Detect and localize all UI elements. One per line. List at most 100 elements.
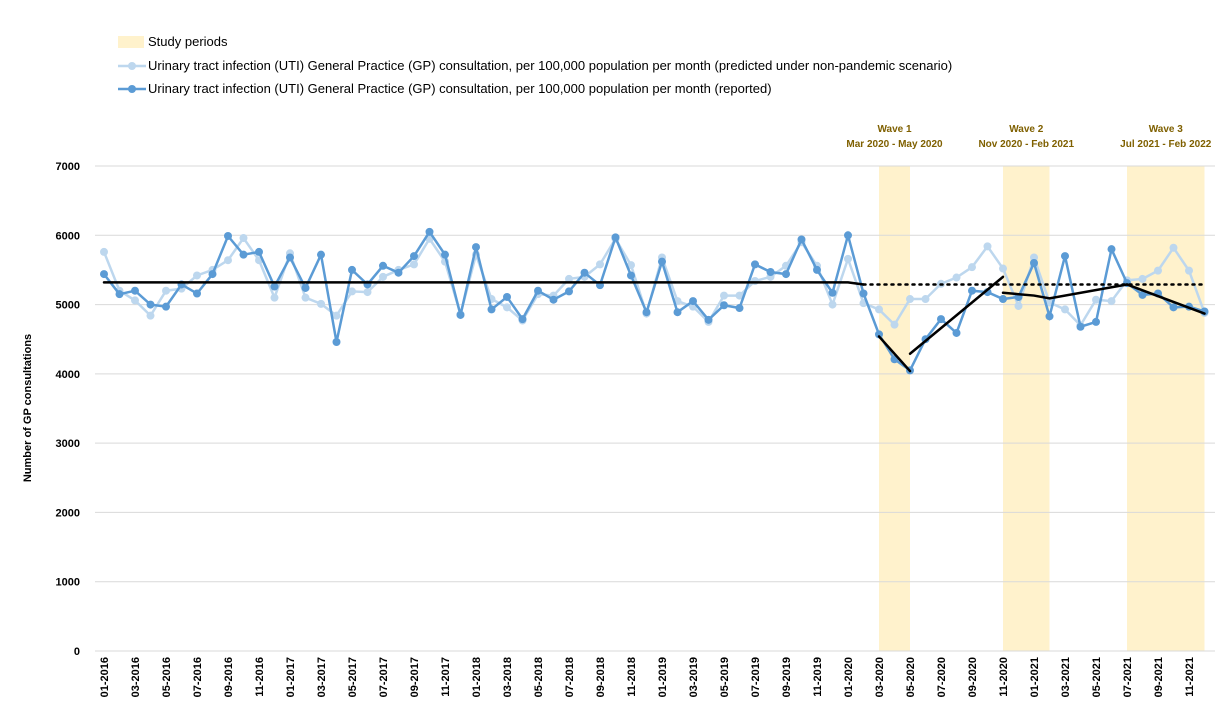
series-marker xyxy=(1154,266,1162,275)
series-marker xyxy=(952,328,961,337)
series-marker xyxy=(317,299,325,308)
chart-title: month xyxy=(0,0,61,3)
series-marker xyxy=(1092,295,1100,304)
series-marker xyxy=(627,261,635,270)
series-marker xyxy=(224,231,232,240)
legend-label: Urinary tract infection (UTI) General Pr… xyxy=(148,81,772,96)
series-marker xyxy=(1061,252,1069,261)
x-tick-label: 05-2018 xyxy=(533,657,545,697)
series-marker xyxy=(162,286,170,295)
y-tick-label: 7000 xyxy=(56,161,80,173)
legend-marker xyxy=(128,85,136,93)
series-marker xyxy=(999,295,1007,304)
series-marker xyxy=(456,310,465,319)
series-marker xyxy=(1185,266,1193,275)
x-tick-label: 03-2021 xyxy=(1060,657,1072,697)
y-tick-label: 4000 xyxy=(56,369,80,381)
x-tick-label: 05-2017 xyxy=(347,657,359,697)
series-marker xyxy=(859,289,868,298)
series-marker xyxy=(1107,297,1116,306)
trend-line xyxy=(102,281,865,286)
series-marker xyxy=(1045,312,1054,321)
series-marker xyxy=(286,253,294,262)
trend-line xyxy=(908,275,1005,356)
series-marker xyxy=(503,303,511,312)
series-marker xyxy=(999,264,1007,273)
series-marker xyxy=(580,268,589,277)
series-marker xyxy=(441,250,449,259)
series-marker xyxy=(1107,245,1116,254)
series-marker xyxy=(255,247,263,256)
x-tick-label: 11-2018 xyxy=(626,657,638,697)
x-tick-label: 01-2021 xyxy=(1029,657,1041,697)
series-marker xyxy=(844,231,852,240)
series-marker xyxy=(565,287,573,296)
x-tick-label: 09-2020 xyxy=(967,657,979,697)
x-tick-label: 11-2021 xyxy=(1184,657,1196,697)
x-tick-label: 09-2018 xyxy=(595,657,607,697)
series-marker xyxy=(828,288,837,297)
study-period-label: Wave 2 xyxy=(1009,124,1044,135)
legend-label: Urinary tract infection (UTI) General Pr… xyxy=(148,58,952,73)
series-marker xyxy=(1169,303,1178,312)
trend-line xyxy=(877,335,912,373)
x-tick-label: 05-2020 xyxy=(905,657,917,697)
series-marker xyxy=(1014,301,1023,310)
series-marker xyxy=(348,287,356,296)
series-marker xyxy=(301,283,310,292)
series-marker xyxy=(968,263,976,272)
series-marker xyxy=(131,286,139,295)
series-marker xyxy=(627,271,635,280)
series-marker xyxy=(968,286,976,295)
series-marker xyxy=(379,261,387,270)
series-marker xyxy=(983,242,992,251)
x-tick-label: 07-2020 xyxy=(936,657,948,697)
series-marker xyxy=(425,227,434,236)
series-marker xyxy=(239,234,248,243)
y-tick-label: 3000 xyxy=(56,438,80,450)
x-tick-label: 05-2016 xyxy=(161,657,173,697)
series-marker xyxy=(735,291,744,300)
series-marker xyxy=(301,293,310,302)
series-marker xyxy=(937,315,945,324)
y-axis-label: Number of GP consultations xyxy=(22,334,34,482)
series-marker xyxy=(1092,317,1100,326)
legend-label: Study periods xyxy=(148,34,228,49)
series-marker xyxy=(673,308,682,317)
series-marker xyxy=(518,315,527,324)
x-tick-label: 09-2019 xyxy=(781,657,793,697)
series-marker xyxy=(766,268,775,277)
series-marker xyxy=(270,282,279,291)
x-tick-label: 03-2018 xyxy=(502,657,514,697)
x-tick-label: 03-2019 xyxy=(688,657,700,697)
series-marker xyxy=(689,297,697,306)
series-marker xyxy=(1138,274,1147,283)
series-marker xyxy=(735,304,744,313)
series-marker xyxy=(332,311,341,320)
series-marker xyxy=(1061,305,1069,314)
x-tick-label: 05-2021 xyxy=(1091,657,1103,697)
x-tick-label: 09-2017 xyxy=(409,657,421,697)
series-marker xyxy=(239,250,248,259)
series-marker xyxy=(146,311,155,320)
x-tick-label: 01-2017 xyxy=(285,657,297,697)
x-tick-label: 11-2017 xyxy=(440,657,452,697)
x-tick-label: 01-2019 xyxy=(657,657,669,697)
series-marker xyxy=(875,330,883,339)
series-marker xyxy=(658,257,666,266)
x-tick-label: 07-2021 xyxy=(1122,657,1134,697)
study-period-band xyxy=(1003,166,1050,651)
series-marker xyxy=(611,233,620,242)
series-marker xyxy=(782,270,790,279)
y-tick-label: 0 xyxy=(74,646,80,658)
series-marker xyxy=(704,315,713,324)
series-marker xyxy=(751,277,759,286)
series-marker xyxy=(952,273,961,282)
series-marker xyxy=(317,250,325,259)
x-tick-label: 07-2016 xyxy=(192,657,204,697)
series-marker xyxy=(115,290,124,299)
y-tick-label: 1000 xyxy=(56,577,80,589)
series-marker xyxy=(379,272,387,281)
series-marker xyxy=(828,300,837,309)
